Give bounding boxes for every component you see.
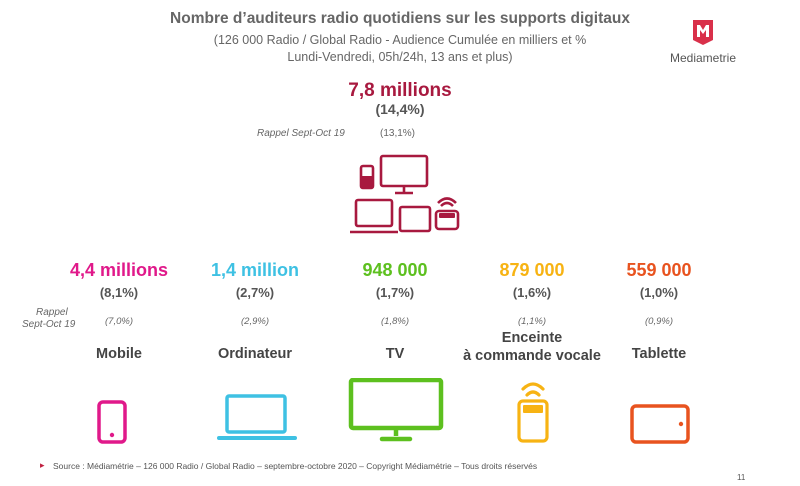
tv-icon xyxy=(348,378,444,442)
computer-recall: (2,9%) xyxy=(241,316,269,327)
recall-side-label-line-2: Sept-Oct 19 xyxy=(22,319,76,330)
subtitle-line-1: (126 000 Radio / Global Radio - Audience… xyxy=(213,33,587,47)
computer-pct: (2,7%) xyxy=(235,285,275,300)
smart-speaker-pct: (1,6%) xyxy=(512,285,552,300)
tablet-recall: (0,9%) xyxy=(645,316,673,327)
recall-side-label-line-1: Rappel xyxy=(36,307,68,318)
mediametrie-logo: Mediametrie xyxy=(663,18,743,65)
smart-speaker-label-line-2: à commande vocale xyxy=(463,348,601,364)
subtitle-line-2: Lundi-Vendredi, 05h/24h, 13 ans et plus) xyxy=(287,50,513,64)
computer-value: 1,4 million xyxy=(210,260,300,280)
laptop-icon xyxy=(217,394,297,440)
tablet-label: Tablette xyxy=(631,346,687,362)
tablet-value: 559 000 xyxy=(626,260,692,280)
page-number: 11 xyxy=(737,473,746,482)
mobile-value: 4,4 millions xyxy=(69,260,169,280)
tv-pct: (1,7%) xyxy=(375,285,415,300)
tablet-icon xyxy=(630,404,690,444)
tv-label: TV xyxy=(385,346,405,362)
total-pct: (14,4%) xyxy=(375,101,425,117)
tv-recall: (1,8%) xyxy=(381,316,409,327)
mediametrie-logo-icon xyxy=(693,20,713,45)
computer-label: Ordinateur xyxy=(217,346,293,362)
smart-speaker-value: 879 000 xyxy=(499,260,565,280)
devices-cluster-icon xyxy=(350,154,460,234)
mobile-pct: (8,1%) xyxy=(99,285,139,300)
footer-bullet: ▸ xyxy=(40,460,45,470)
logo-name: Mediametrie xyxy=(669,51,737,65)
smart-speaker-icon xyxy=(517,382,549,443)
smart-speaker-label-line-1: Enceinte xyxy=(501,330,563,346)
total-value: 7,8 millions xyxy=(348,80,452,101)
total-recall-pct: (13,1%) xyxy=(380,128,416,139)
tv-value: 948 000 xyxy=(362,260,428,280)
mobile-recall: (7,0%) xyxy=(105,316,133,327)
chart-title: Nombre d’auditeurs radio quotidiens sur … xyxy=(170,10,630,27)
total-recall-label: Rappel Sept-Oct 19 xyxy=(257,128,345,139)
smart-speaker-recall: (1,1%) xyxy=(518,316,546,327)
tablet-pct: (1,0%) xyxy=(639,285,679,300)
mobile-icon xyxy=(97,400,127,444)
footer-source: Source : Médiamétrie – 126 000 Radio / G… xyxy=(53,461,538,471)
mobile-label: Mobile xyxy=(96,346,142,362)
